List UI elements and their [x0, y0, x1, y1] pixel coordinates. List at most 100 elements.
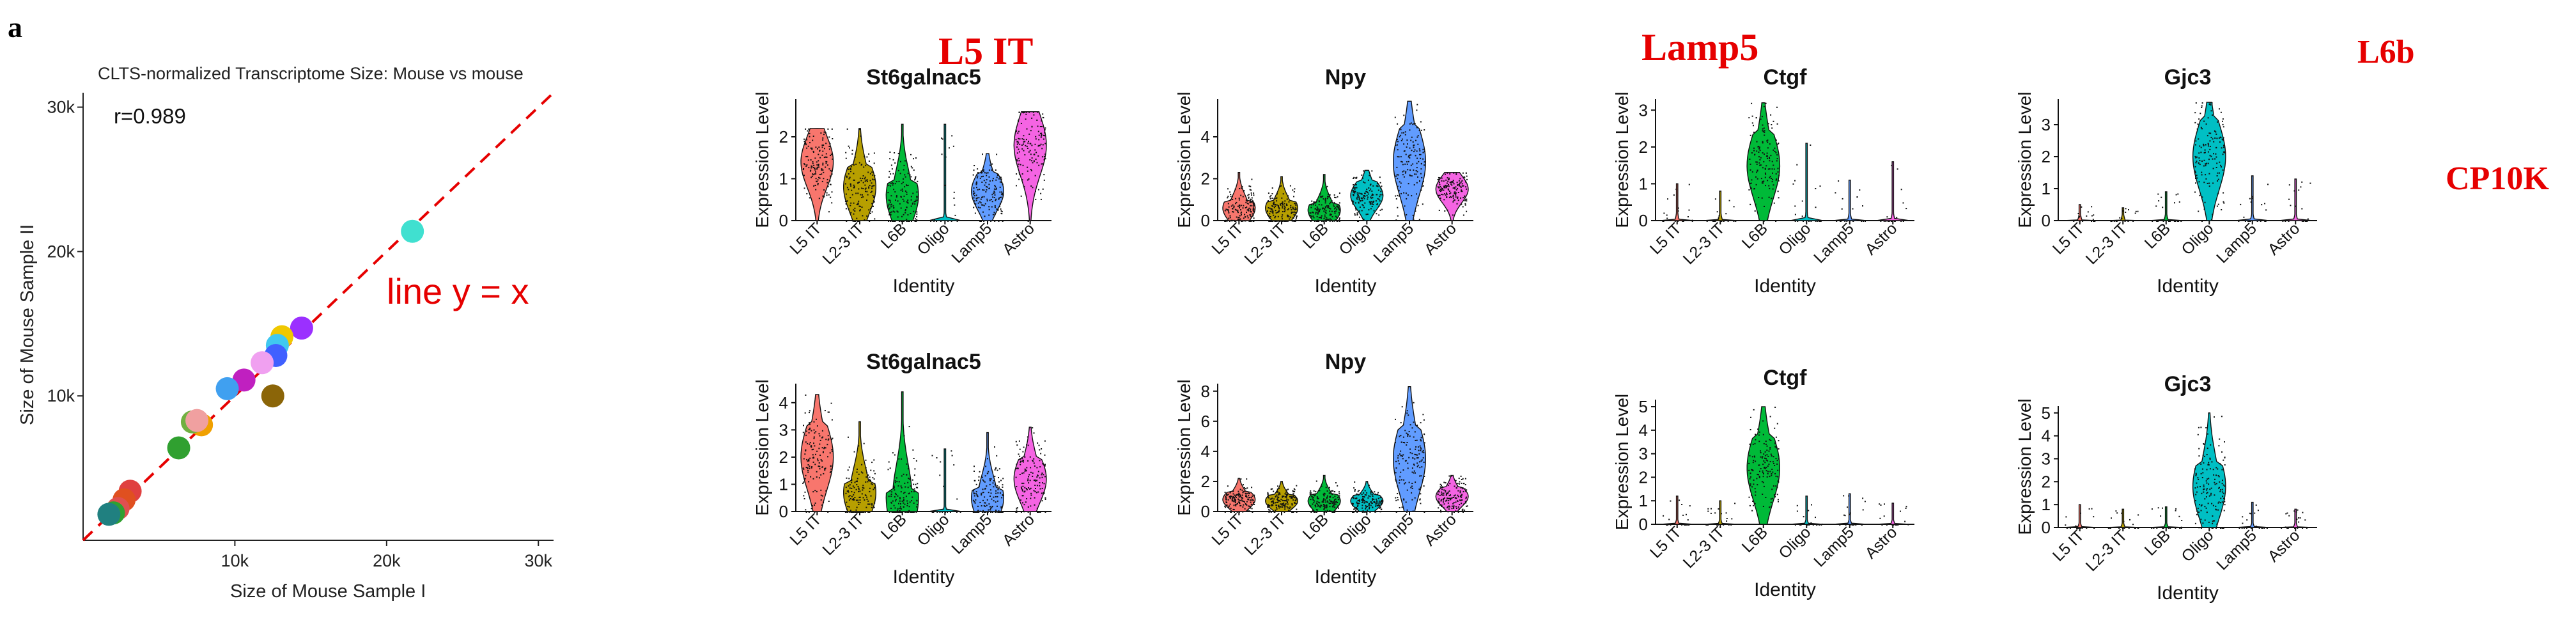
violin-dot — [1771, 160, 1773, 162]
violin-dot — [1413, 436, 1415, 438]
violin-dot — [892, 159, 894, 160]
violin-dot — [1379, 182, 1381, 184]
violin-dot — [1228, 212, 1230, 214]
violin-dot — [1020, 164, 1021, 166]
violin-dot — [1764, 451, 1766, 453]
violin-dot — [2209, 155, 2211, 157]
violin-dot — [1033, 114, 1035, 116]
violin-dot — [1338, 209, 1340, 211]
violin-dot — [1362, 196, 1364, 198]
violin-dot — [1332, 501, 1334, 503]
violin-dot — [2209, 102, 2211, 104]
violin-dot — [1323, 505, 1324, 507]
violin-dot — [1769, 416, 1771, 418]
violin-dot — [1329, 510, 1331, 512]
violin-dot — [1758, 162, 1760, 164]
violin-dot — [1367, 501, 1369, 503]
violin-dot — [906, 219, 908, 221]
violin-dot — [995, 501, 997, 503]
violin-dot — [1015, 441, 1017, 442]
violin-dot — [1026, 444, 1028, 446]
violin-dot — [1032, 460, 1034, 461]
violin-dot — [1441, 177, 1443, 179]
violin-dot — [823, 171, 825, 173]
violin-dot — [1770, 498, 1772, 500]
violin-dot — [907, 199, 909, 201]
violin-dot — [1000, 182, 1002, 184]
violin-dot — [2200, 146, 2202, 148]
violin-dot — [1273, 202, 1275, 204]
violin-dot — [1371, 194, 1373, 196]
violin-dot — [2221, 469, 2223, 471]
violin-dot — [1038, 134, 1040, 136]
violin-title: Npy — [1325, 350, 1366, 374]
violin-dot — [1329, 499, 1331, 501]
violin-dot — [906, 193, 908, 195]
violin-dot — [2195, 171, 2196, 173]
violin-dot — [1036, 508, 1038, 510]
violin-dot — [1752, 500, 1753, 502]
violin-dot — [1363, 195, 1365, 196]
violin-dot — [831, 128, 833, 130]
violin-dot — [867, 503, 869, 505]
violin-dot — [1454, 191, 1456, 193]
violin-dot — [1766, 449, 1768, 451]
violin-dot — [902, 512, 904, 513]
violin-dot — [803, 481, 805, 483]
violin-dot — [2122, 528, 2123, 529]
violin-dot — [1251, 194, 1252, 196]
violin-dot — [1018, 130, 1020, 132]
violin-dot — [1028, 476, 1029, 478]
violin-dot — [1408, 155, 1410, 157]
violin-dot — [1234, 502, 1236, 504]
violin-dot — [893, 512, 895, 513]
violin-dot — [859, 177, 861, 179]
violin-dot — [989, 496, 991, 497]
violin-dot — [911, 512, 913, 513]
violin-dot — [1400, 186, 1401, 188]
violin-dot — [2301, 208, 2303, 210]
violin-dot — [1282, 206, 1284, 208]
violin-dot — [803, 495, 805, 497]
violin-dot — [1030, 169, 1032, 171]
violin-dot — [914, 203, 916, 205]
violin-dot — [850, 185, 852, 187]
violin-x-axis-label: Identity — [2157, 582, 2219, 604]
violin-dot — [1273, 214, 1275, 216]
violin-dot — [939, 474, 941, 476]
violin-dot — [913, 201, 915, 203]
violin-dot — [1225, 219, 1227, 221]
violin-dot — [872, 178, 874, 180]
violin-dot — [978, 480, 980, 481]
violin-dot — [1763, 221, 1765, 222]
violin-dot — [2210, 492, 2212, 494]
violin-y-tick-label: 0 — [1639, 515, 1648, 534]
violin-dot — [2207, 135, 2208, 137]
violin-dot — [1769, 157, 1770, 159]
violin-dot — [1368, 187, 1370, 189]
violin-dot — [1397, 207, 1399, 208]
violin-dot — [1271, 501, 1273, 503]
violin-dot — [1370, 493, 1372, 495]
violin-dot — [1278, 207, 1280, 208]
violin-dot — [1328, 219, 1330, 221]
violin-dot — [1232, 204, 1234, 206]
violin-dot — [1862, 497, 1864, 499]
violin-dot — [979, 177, 981, 179]
violin-dot — [2203, 165, 2205, 167]
violin-dot — [1323, 493, 1324, 495]
violin-dot — [1407, 143, 1408, 145]
violin-dot — [1371, 503, 1373, 504]
violin-dot — [1461, 503, 1463, 504]
violin-dot — [1251, 197, 1253, 199]
violin-dot — [992, 214, 994, 215]
violin-dot — [998, 510, 1000, 512]
violin-dot — [2077, 213, 2079, 214]
violin-dot — [1411, 195, 1413, 197]
violin-dot — [811, 148, 813, 150]
violin-dot — [1904, 520, 1906, 522]
violin-dot — [2261, 528, 2263, 529]
violin-dot — [1294, 499, 1296, 501]
violin-dot — [1280, 498, 1282, 500]
violin-dot — [1881, 524, 1883, 526]
